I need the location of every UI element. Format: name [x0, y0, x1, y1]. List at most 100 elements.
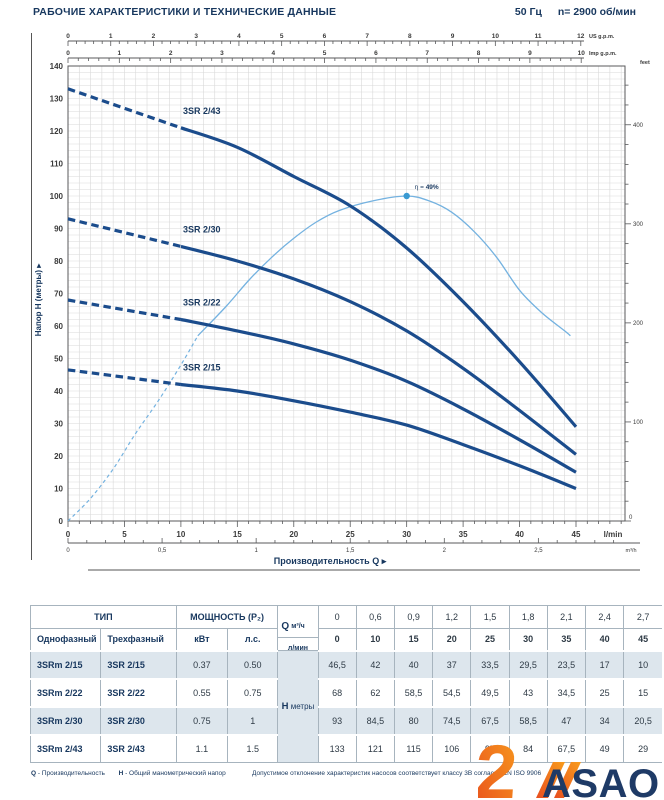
svg-text:6: 6	[374, 50, 378, 57]
head-value-cell: 34	[584, 705, 625, 736]
head-value-cell: 133	[317, 733, 357, 763]
y-axis-title: Напор H (метры) ▸	[34, 263, 43, 337]
plot-frame	[67, 65, 626, 522]
grid	[68, 66, 625, 521]
head-value-cell: 62	[355, 677, 395, 708]
pump-type-single-cell: 3SRm 2/43	[29, 733, 102, 763]
q-units-box: Q м³/ч л/мин	[278, 607, 318, 651]
svg-text:0: 0	[66, 33, 70, 40]
lmin-header-cell: 20	[432, 627, 472, 651]
m3h-header-cell: 0,6	[355, 605, 395, 629]
svg-text:20: 20	[54, 452, 63, 461]
power-hp-cell: 0.50	[227, 649, 279, 680]
svg-text:0: 0	[66, 50, 70, 57]
head-value-cell: 74,5	[432, 705, 472, 736]
head-value-cell: 10	[623, 649, 662, 680]
frequency-speed: 50 Гц n= 2900 об/мин	[515, 6, 636, 18]
power-header: МОЩНОСТЬ (P₂)	[175, 605, 279, 629]
head-value-cell: 80	[393, 705, 434, 736]
flow-axis-lmin: 0 5 10 15 20 25 30 35 40 45 l/min	[66, 521, 622, 539]
head-value-cell: 15	[623, 677, 662, 708]
pump-type-three-cell: 3SR 2/15	[100, 649, 177, 680]
power-kw-cell: 0.37	[175, 649, 229, 680]
lmin-header-cell: 10	[355, 627, 395, 651]
footnote-h-text: - Общий манометрический напор	[125, 770, 226, 777]
m3h-header-cell: 2,7	[623, 605, 662, 629]
footnote-q-text: - Производительность	[37, 770, 105, 777]
head-value-cell: 67,5	[546, 733, 586, 763]
pump-performance-chart: 0 1 2 3 4 5 6 7 8 9 10 11 12 US g.p.m.0 1 2 3 4 5 6 7 8 9 10 Imp…	[31, 33, 650, 571]
head-value-cell: 46,5	[317, 649, 357, 680]
lmin-header-cell: 35	[546, 627, 586, 651]
svg-text:feet: feet	[640, 60, 650, 66]
curve-label: 3SR 2/30	[183, 224, 221, 234]
imp-gpm-scale: 0 1 2 3 4 5 6 7 8 9 10 Imp g.p.m.	[66, 50, 617, 63]
svg-text:8: 8	[408, 33, 412, 40]
q-label: Q	[281, 621, 290, 632]
svg-text:40: 40	[515, 530, 524, 539]
svg-text:11: 11	[535, 33, 542, 40]
head-value-cell: 42	[355, 649, 395, 680]
svg-text:40: 40	[54, 387, 63, 396]
svg-text:3: 3	[194, 33, 198, 40]
logo-text: ASAO	[542, 762, 660, 800]
head-value-cell: 121	[355, 733, 395, 763]
svg-text:9: 9	[451, 33, 455, 40]
svg-text:50: 50	[54, 354, 63, 363]
power-hp-cell: 1.5	[227, 733, 279, 763]
power-kw-cell: 0.55	[175, 677, 229, 708]
power-hp-cell: 0.75	[227, 677, 279, 708]
table-row: 3SRm 2/43 3SR 2/43 1.1 1.5 133 121 115 106 97 84 6…	[29, 733, 662, 763]
svg-text:3: 3	[220, 50, 224, 57]
lmin-header-cell: 0	[317, 627, 357, 651]
table-row: 3SRm 2/15 3SR 2/15 0.37 0.50 H метры 46,5 42 40…	[29, 649, 662, 763]
head-value-cell: 37	[432, 649, 472, 680]
us-gpm-scale: 0 1 2 3 4 5 6 7 8 9 10 11 12 US g.p.m.	[66, 33, 615, 46]
m3h-header-cell: 2,4	[584, 605, 625, 629]
m3h-header-cell: 1,8	[508, 605, 548, 629]
svg-text:2: 2	[169, 50, 173, 57]
svg-text:25: 25	[346, 530, 355, 539]
svg-text:140: 140	[50, 62, 64, 71]
svg-text:30: 30	[402, 530, 411, 539]
head-value-cell: 84,5	[355, 705, 395, 736]
logo-stripes	[536, 762, 581, 798]
table-header-row-flow-m3h: ТИП МОЩНОСТЬ (P₂) Q м³/ч л/мин 0 0,6 0,9 1,…	[30, 605, 662, 651]
svg-text:Imp g.p.m.: Imp g.p.m.	[589, 51, 617, 57]
svg-text:0: 0	[66, 530, 71, 539]
pump-type-single-cell: 3SRm 2/30	[29, 705, 102, 736]
head-value-cell: 93	[317, 705, 357, 736]
page-title: РАБОЧИЕ ХАРАКТЕРИСТИКИ И ТЕХНИЧЕСКИЕ ДАН…	[33, 6, 337, 18]
svg-text:100: 100	[633, 420, 644, 426]
head-value-cell: 47	[546, 705, 586, 736]
head-value-cell: 49,5	[470, 677, 510, 708]
head-value-cell: 58,5	[508, 705, 548, 736]
speed-value: n= 2900 об/мин	[557, 6, 636, 18]
svg-text:7: 7	[425, 50, 429, 57]
single-phase-header: Однофазный	[29, 627, 102, 651]
q-units: м³/ч л/мин	[278, 616, 318, 651]
svg-text:4: 4	[271, 50, 275, 57]
head-value-cell: 58,5	[393, 677, 434, 708]
hp-header: л.с.	[227, 627, 279, 651]
svg-text:120: 120	[50, 127, 64, 136]
q-unit-lmin: л/мин	[287, 645, 308, 651]
svg-text:Напор H (метры) ▸: Напор H (метры) ▸	[34, 263, 43, 337]
head-h-label-cell: H метры	[277, 650, 319, 763]
table-row: 3SRm 2/30 3SR 2/30 0.75 1 93 84,5 80 74,5 67,5 58…	[29, 705, 662, 736]
pump-type-single-cell: 3SRm 2/22	[29, 677, 102, 708]
svg-text:10: 10	[54, 484, 63, 493]
head-value-cell: 17	[584, 649, 625, 680]
curve-3SR-2-15: 3SR 2/15	[67, 363, 577, 490]
head-value-cell: 29	[623, 733, 662, 763]
svg-text:1: 1	[118, 50, 122, 57]
curve-3SR-2-30: 3SR 2/30	[67, 217, 577, 456]
svg-text:6: 6	[323, 33, 327, 40]
footnote-h-label: H	[118, 770, 124, 777]
svg-text:400: 400	[633, 123, 644, 129]
power-kw-cell: 1.1	[175, 733, 229, 763]
svg-text:1: 1	[109, 33, 113, 40]
svg-text:5: 5	[280, 33, 284, 40]
svg-text:0: 0	[59, 517, 64, 526]
head-value-cell: 49	[584, 733, 625, 763]
